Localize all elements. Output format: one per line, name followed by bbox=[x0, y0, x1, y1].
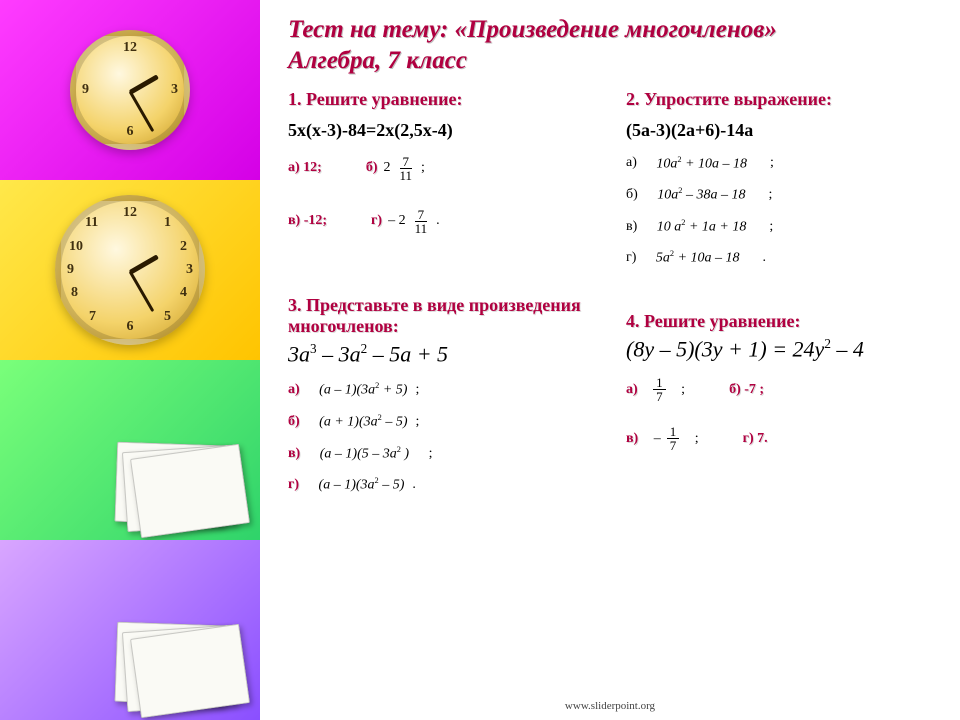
q4-opt-g: г) 7. bbox=[743, 431, 768, 447]
q2-opt-v: в) 10 a2 + 1a + 18 ; bbox=[626, 218, 940, 236]
q3-opt-b: б) (a + 1)(3a2 – 5); bbox=[288, 413, 602, 431]
sidebar-tile-1: 12369 bbox=[0, 0, 260, 180]
q1-opt-v: в) -12; bbox=[288, 213, 327, 229]
q3-opt-v: в) (a – 1)(5 – 3a2 ) ; bbox=[288, 445, 602, 463]
q1-heading: 1. Решите уравнение: bbox=[288, 89, 602, 110]
q2-options: а) 10a2 + 10a – 18 ; б) 10a2 – 38a – 18 … bbox=[626, 155, 940, 268]
content-area: Тест на тему: «Произведение многочленов»… bbox=[260, 0, 960, 720]
question-3: 3. Представьте в виде произведения много… bbox=[288, 289, 602, 508]
q4-heading: 4. Решите уравнение: bbox=[626, 311, 940, 332]
title-line-2: Алгебра, 7 класс bbox=[288, 45, 940, 76]
q2-opt-b: б) 10a2 – 38a – 18 ; bbox=[626, 186, 940, 204]
q1-opt-a: а) 12; bbox=[288, 160, 322, 176]
q1-opt-b: б) 2 711 ; bbox=[366, 155, 425, 182]
q4-opt-v: в) – 17 ; bbox=[626, 425, 699, 452]
slide: 12369 12369 12 45 78 1011 bbox=[0, 0, 960, 720]
sidebar-tile-3 bbox=[0, 360, 260, 540]
q3-expression: 3a3 – 3a2 – 5a + 5 bbox=[288, 341, 602, 367]
question-2: 2. Упростите выражение: (5a-3)(2a+6)-14a… bbox=[626, 89, 940, 282]
q4-options: а) 17 ; б) -7 ; в) – 17 ; bbox=[626, 376, 940, 452]
footer-url: www.sliderpoint.org bbox=[565, 700, 655, 712]
question-1: 1. Решите уравнение: 5x(x-3)-84=2x(2,5x-… bbox=[288, 89, 602, 282]
q4-opt-a: а) 17 ; bbox=[626, 376, 685, 403]
q2-opt-g: г) 5a2 + 10a – 18 . bbox=[626, 249, 940, 267]
q4-expression: (8y – 5)(3y + 1) = 24y2 – 4 bbox=[626, 336, 940, 362]
sidebar-tile-4 bbox=[0, 540, 260, 720]
q1-opt-g: г) – 2 711 . bbox=[371, 208, 440, 235]
question-4: 4. Решите уравнение: (8y – 5)(3y + 1) = … bbox=[626, 289, 940, 508]
clock-icon: 12369 bbox=[70, 30, 190, 150]
q1-options: а) 12; б) 2 711 ; в) -12; г) – 2 bbox=[288, 155, 602, 235]
q3-heading: 3. Представьте в виде произведения много… bbox=[288, 295, 602, 337]
sidebar: 12369 12369 12 45 78 1011 bbox=[0, 0, 260, 720]
questions-row-1: 1. Решите уравнение: 5x(x-3)-84=2x(2,5x-… bbox=[288, 89, 940, 282]
questions-row-2: 3. Представьте в виде произведения много… bbox=[288, 289, 940, 508]
page-title: Тест на тему: «Произведение многочленов»… bbox=[288, 14, 940, 77]
sidebar-tile-2: 12369 12 45 78 1011 bbox=[0, 180, 260, 360]
q3-opt-a: а) (a – 1)(3a2 + 5); bbox=[288, 381, 602, 399]
q2-heading: 2. Упростите выражение: bbox=[626, 89, 940, 110]
q2-expression: (5a-3)(2a+6)-14a bbox=[626, 120, 940, 141]
q2-opt-a: а) 10a2 + 10a – 18 ; bbox=[626, 155, 940, 173]
q1-expression: 5x(x-3)-84=2x(2,5x-4) bbox=[288, 120, 602, 141]
title-line-1: Тест на тему: «Произведение многочленов» bbox=[288, 14, 940, 45]
q3-opt-g: г) (a – 1)(3a2 – 5). bbox=[288, 476, 602, 494]
q4-opt-b: б) -7 ; bbox=[729, 382, 764, 398]
clock-icon: 12369 12 45 78 1011 bbox=[55, 195, 205, 345]
q3-options: а) (a – 1)(3a2 + 5); б) (a + 1)(3a2 – 5)… bbox=[288, 381, 602, 494]
